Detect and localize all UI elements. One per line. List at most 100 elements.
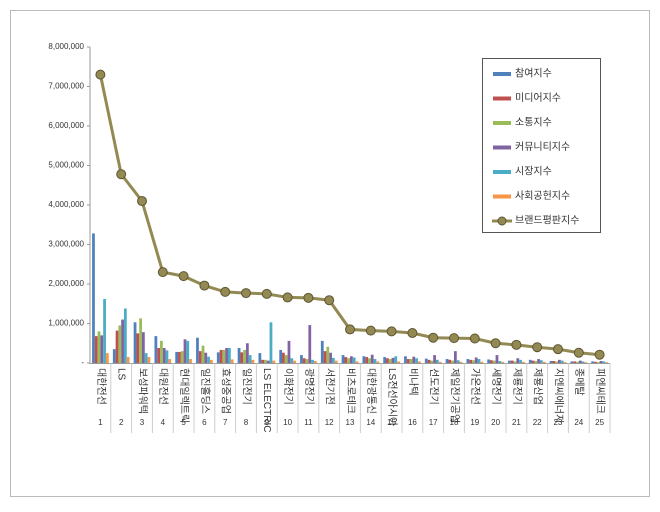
bar <box>391 357 395 363</box>
x-tick-label: 세명전기 <box>490 368 502 405</box>
bar <box>424 358 428 363</box>
bar <box>123 308 127 363</box>
bar <box>160 340 163 363</box>
bar <box>175 351 179 363</box>
bar <box>528 359 532 363</box>
bar <box>329 352 332 363</box>
category-number: 7 <box>223 418 228 427</box>
bar <box>373 359 377 363</box>
y-tick-label: 1,000,000 <box>48 319 84 328</box>
legend-label: 커뮤니티지수 <box>515 141 570 153</box>
x-tick-label: 종메탈 <box>573 368 586 396</box>
bar <box>142 332 145 363</box>
bar <box>272 360 276 363</box>
bar <box>243 349 246 363</box>
legend-swatch <box>493 72 511 76</box>
x-tick-label: 대한전선 <box>95 368 107 405</box>
bar <box>474 357 478 363</box>
bar <box>331 357 335 363</box>
bar <box>591 361 595 363</box>
bar <box>534 361 538 363</box>
bar <box>266 360 270 363</box>
bar <box>438 361 442 363</box>
bar <box>293 360 296 363</box>
bar <box>376 361 380 363</box>
bar <box>570 361 574 363</box>
bar <box>448 359 452 363</box>
bar <box>555 361 558 363</box>
y-tick-label: 6,000,000 <box>48 121 84 130</box>
bar <box>430 360 434 363</box>
bar <box>240 352 244 363</box>
bar <box>302 358 306 363</box>
bar <box>112 349 116 363</box>
bar <box>599 361 603 363</box>
bar <box>388 359 392 363</box>
category-number: 23 <box>554 418 563 427</box>
bar <box>558 359 561 363</box>
bar <box>133 322 137 363</box>
line-marker <box>157 267 168 278</box>
bar <box>531 360 535 363</box>
bar <box>103 299 106 363</box>
line-marker <box>532 342 543 353</box>
legend-swatch <box>497 216 507 226</box>
bar <box>162 347 166 363</box>
bar <box>311 359 314 363</box>
bar <box>237 347 241 363</box>
bar <box>542 361 546 363</box>
bar <box>521 361 525 363</box>
category-number: 12 <box>325 418 334 427</box>
x-tick-label: 제룡전기 <box>511 368 523 405</box>
bar <box>576 361 579 363</box>
bar <box>508 360 511 363</box>
legend-label: 미디어지수 <box>515 92 561 104</box>
bar <box>552 361 556 363</box>
bar <box>578 360 582 363</box>
legend-label: 사회공헌지수 <box>515 190 570 202</box>
line-marker <box>199 280 210 291</box>
bar <box>225 347 228 363</box>
bar <box>121 319 124 363</box>
category-number: 24 <box>574 418 583 427</box>
category-number: 3 <box>140 418 145 427</box>
line-marker <box>573 347 584 358</box>
line-marker <box>178 271 189 282</box>
bar <box>207 356 210 363</box>
bar <box>126 357 130 363</box>
category-number: 22 <box>533 418 542 427</box>
line-marker <box>95 69 106 80</box>
line-marker <box>553 344 563 355</box>
category-number: 13 <box>346 418 355 427</box>
bar <box>404 356 407 363</box>
bar <box>406 359 410 363</box>
x-tick-label: 현대일렉트릭 <box>178 368 190 423</box>
x-tick-label: 비츠로테크 <box>344 368 356 414</box>
x-tick-label: 대한광통신 <box>365 368 377 414</box>
bar <box>365 357 369 363</box>
bar <box>368 358 371 363</box>
bar <box>326 346 330 363</box>
bar <box>469 359 473 363</box>
line-marker <box>116 169 127 180</box>
bar <box>495 355 499 363</box>
bar <box>334 360 338 363</box>
x-tick-label: 제룡산업 <box>532 368 545 405</box>
legend-label: 시장지수 <box>515 166 552 178</box>
bar <box>251 359 255 363</box>
bar <box>445 359 449 363</box>
bar <box>344 357 348 363</box>
bar <box>97 331 101 363</box>
category-number: 16 <box>408 418 417 427</box>
bar <box>204 352 208 363</box>
y-tick-label: 5,000,000 <box>48 161 84 170</box>
x-tick-label: 일진전기 <box>240 368 252 405</box>
line-marker <box>386 326 397 337</box>
bar <box>269 322 273 363</box>
bar <box>300 355 303 363</box>
x-tick-label: 가온전선 <box>469 368 481 405</box>
line-marker <box>469 333 480 344</box>
bar <box>352 357 356 363</box>
category-number: 20 <box>491 418 500 427</box>
bar <box>415 358 418 363</box>
